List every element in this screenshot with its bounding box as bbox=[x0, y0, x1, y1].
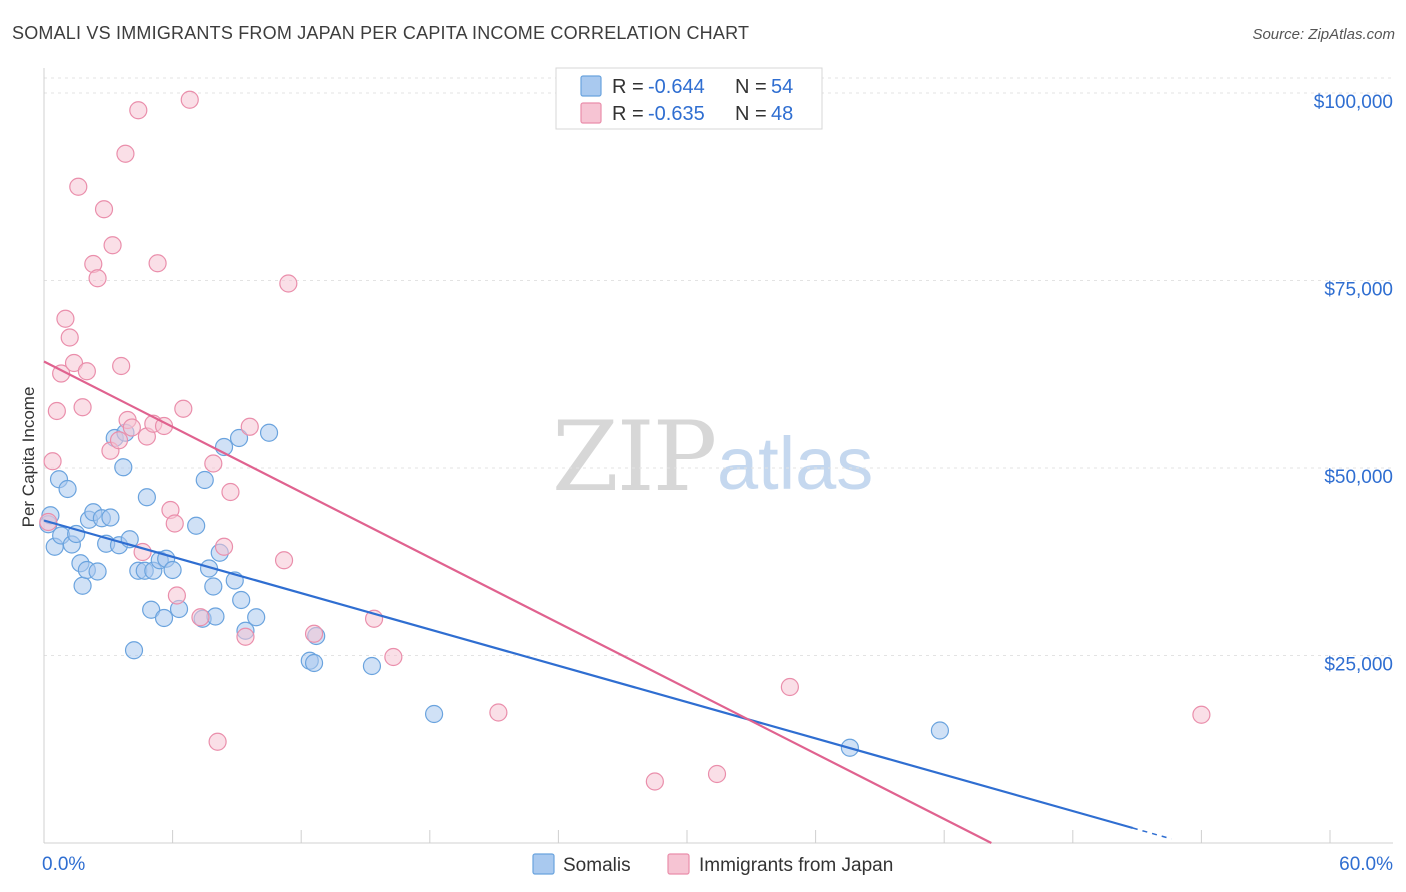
japan-point-6 bbox=[64, 353, 84, 373]
series-legend: Somalis Immigrants from Japan bbox=[532, 853, 893, 876]
somali-point-46 bbox=[259, 423, 279, 442]
series-legend-swatch-somalis bbox=[532, 853, 555, 875]
japan-point-16 bbox=[112, 356, 131, 376]
japan-point-47 bbox=[1192, 705, 1211, 724]
japan-point-45 bbox=[707, 764, 727, 784]
somali-point-5 bbox=[58, 479, 77, 499]
watermark-zip: ZIP bbox=[552, 401, 715, 513]
japan-point-46 bbox=[780, 677, 799, 697]
japan-point-2 bbox=[47, 401, 66, 421]
japan-point-43 bbox=[489, 703, 508, 722]
japan-point-37 bbox=[240, 417, 259, 436]
japan-point-34 bbox=[214, 537, 234, 556]
somali-point-22 bbox=[124, 641, 144, 660]
somali-point-19 bbox=[114, 458, 133, 477]
chart-source: Source: ZipAtlas.com bbox=[1252, 26, 1395, 43]
japan-point-14 bbox=[103, 236, 122, 255]
japan-point-36 bbox=[236, 627, 255, 646]
japan-point-27 bbox=[165, 514, 184, 533]
zipatlas-watermark: ZIP atlas bbox=[552, 401, 873, 513]
somali-point-33 bbox=[187, 516, 206, 535]
japan-point-28 bbox=[167, 586, 186, 605]
japan-point-40 bbox=[304, 624, 324, 643]
somali-point-29 bbox=[154, 608, 174, 628]
somali-point-53 bbox=[930, 721, 950, 740]
japan-point-1 bbox=[43, 452, 62, 471]
legend-swatch-somalis bbox=[580, 75, 602, 97]
somali-point-35 bbox=[195, 470, 214, 490]
somali-point-50 bbox=[362, 656, 382, 676]
legend-r-value-japan: -0.635 bbox=[648, 103, 705, 125]
japan-point-44 bbox=[645, 772, 664, 791]
somali-point-31 bbox=[163, 560, 182, 580]
somali-point-16 bbox=[101, 508, 120, 527]
y-axis-tick-label: $100,000 bbox=[1314, 92, 1393, 113]
somali-point-45 bbox=[247, 608, 266, 627]
japan-point-29 bbox=[174, 399, 193, 418]
somali-trend-extension bbox=[1132, 827, 1172, 840]
legend-n-value-japan: 48 bbox=[771, 103, 793, 125]
japan-point-12 bbox=[94, 200, 114, 219]
japan-point-42 bbox=[384, 647, 403, 667]
chart-title: SOMALI VS IMMIGRANTS FROM JAPAN PER CAPI… bbox=[12, 23, 749, 43]
legend-n-value-somalis: 54 bbox=[771, 76, 793, 98]
legend-r-value-somalis: -0.644 bbox=[648, 76, 705, 98]
y-axis-tick-label: $50,000 bbox=[1324, 467, 1393, 488]
legend-r-label-japan: R = bbox=[612, 103, 644, 125]
japan-trend-line bbox=[43, 360, 992, 844]
x-axis-tick-label-min: 0.0% bbox=[42, 854, 85, 875]
series-points-japan bbox=[39, 90, 1211, 791]
japan-point-9 bbox=[77, 362, 96, 381]
legend-r-label-somalis: R = bbox=[612, 76, 644, 98]
somali-point-13 bbox=[88, 562, 107, 581]
grid-layer bbox=[44, 77, 1393, 656]
points-layer bbox=[39, 90, 1211, 791]
series-legend-label-somalis: Somalis bbox=[563, 855, 631, 876]
legend-n-label-japan: N = bbox=[735, 103, 767, 125]
japan-point-38 bbox=[274, 551, 294, 570]
watermark-atlas: atlas bbox=[717, 422, 873, 505]
japan-point-24 bbox=[148, 254, 167, 273]
legend-n-label-somalis: N = bbox=[735, 76, 767, 98]
japan-point-19 bbox=[122, 418, 141, 437]
x-axis-tick-label-max: 60.0% bbox=[1339, 854, 1393, 875]
japan-point-15 bbox=[109, 431, 129, 450]
somali-point-51 bbox=[424, 704, 444, 724]
japan-point-32 bbox=[204, 454, 223, 473]
series-legend-label-japan: Immigrants from Japan bbox=[699, 855, 893, 876]
japan-point-11 bbox=[88, 269, 107, 288]
legend-swatch-japan bbox=[580, 102, 602, 124]
somali-point-42 bbox=[229, 428, 249, 448]
somali-point-25 bbox=[137, 488, 156, 507]
japan-point-4 bbox=[56, 309, 75, 328]
japan-point-31 bbox=[191, 608, 210, 627]
y-axis-tick-label: $25,000 bbox=[1324, 655, 1393, 676]
japan-point-35 bbox=[221, 482, 240, 502]
japan-point-30 bbox=[180, 90, 199, 109]
trend-layer bbox=[43, 360, 1172, 844]
japan-point-5 bbox=[60, 328, 79, 347]
japan-point-17 bbox=[116, 144, 135, 163]
series-legend-swatch-japan bbox=[667, 853, 690, 875]
somali-point-37 bbox=[204, 577, 223, 596]
japan-point-33 bbox=[208, 732, 227, 751]
somali-point-48 bbox=[304, 653, 324, 673]
japan-point-39 bbox=[279, 274, 298, 293]
japan-point-20 bbox=[129, 101, 148, 120]
somali-point-43 bbox=[232, 590, 251, 610]
somali-point-26 bbox=[142, 600, 161, 619]
correlation-legend: R = -0.644 N = 54 R = -0.635 N = 48 bbox=[555, 67, 823, 130]
somali-point-9 bbox=[73, 576, 92, 595]
japan-point-7 bbox=[69, 177, 88, 196]
japan-point-8 bbox=[73, 398, 92, 417]
somali-trend-line bbox=[43, 519, 1134, 830]
y-axis-tick-label: $75,000 bbox=[1324, 280, 1393, 301]
axis-layer: $100,000 $75,000 $50,000 $25,000 bbox=[43, 68, 1393, 844]
y-axis-label: Per Capita Income bbox=[19, 387, 38, 528]
